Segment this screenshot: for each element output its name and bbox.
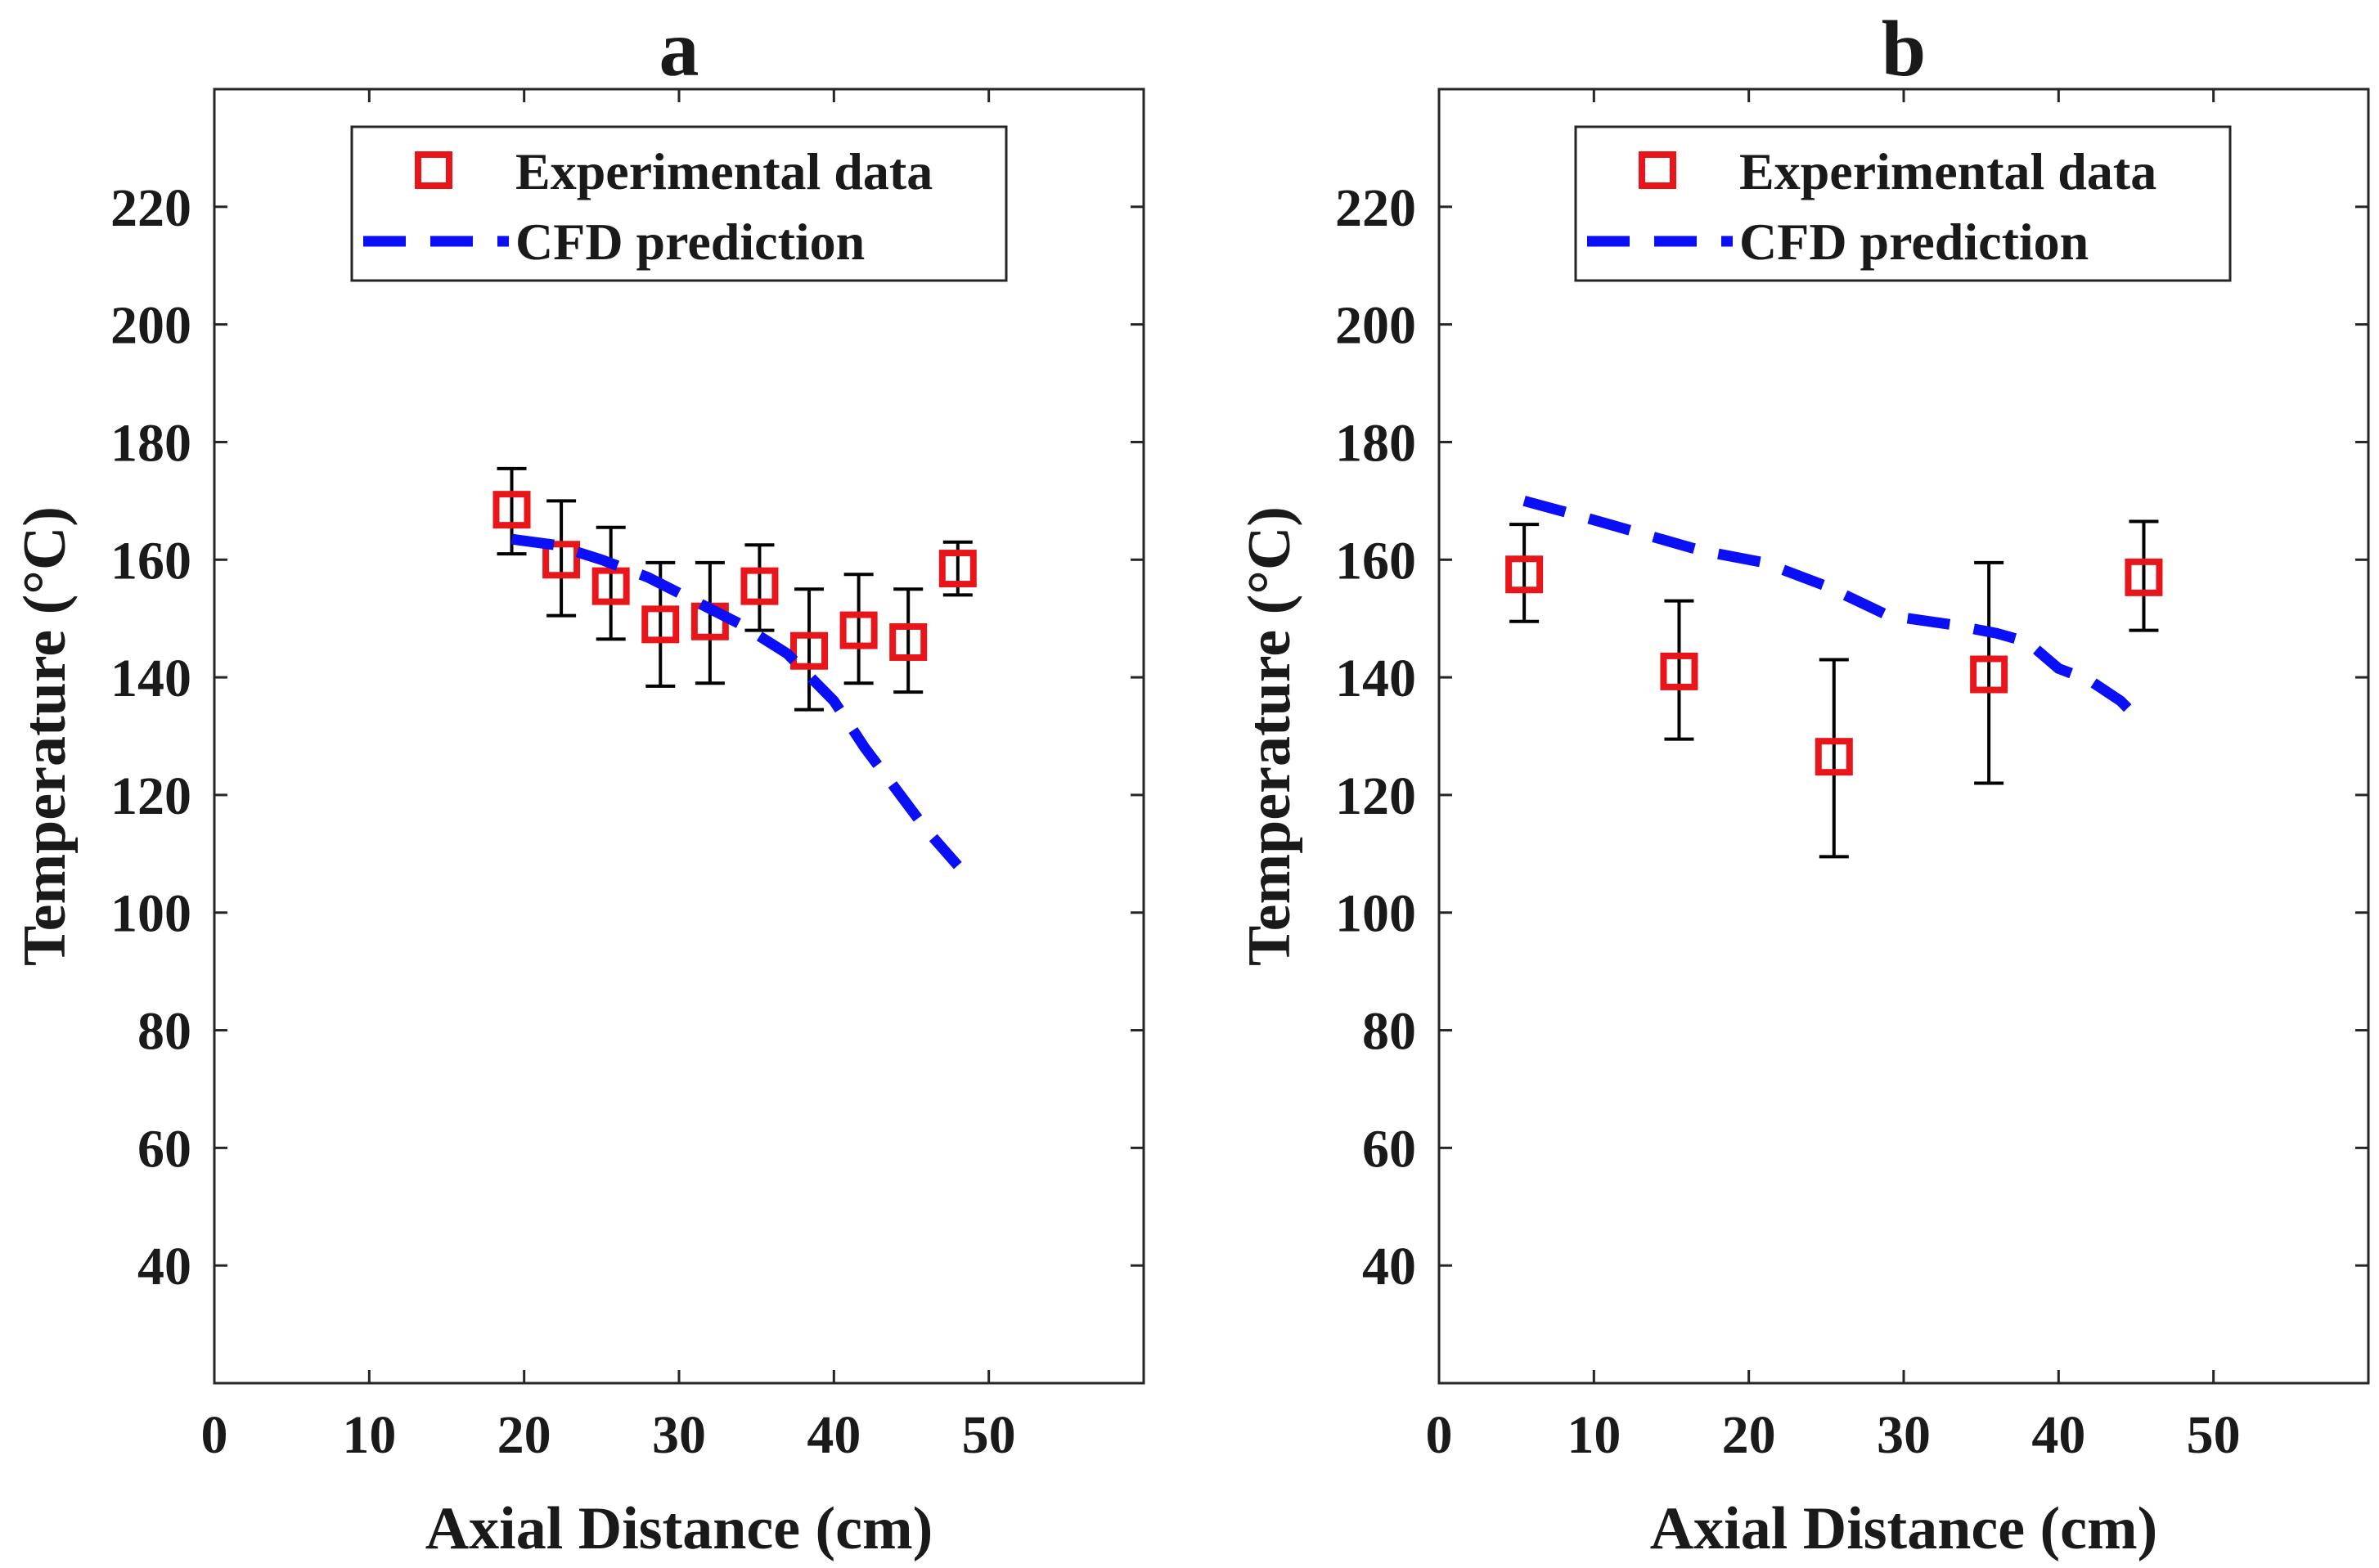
y-tick-label: 40 xyxy=(137,1237,191,1296)
y-tick-label: 120 xyxy=(110,766,191,826)
y-tick-label: 100 xyxy=(1335,884,1416,944)
legend-label-experimental: Experimental data xyxy=(1739,142,2156,200)
error-bar xyxy=(893,587,924,694)
error-bar xyxy=(695,560,725,685)
legend: Experimental data CFD prediction xyxy=(1574,125,2232,282)
y-axis-label: Temperature (°C) xyxy=(1236,506,1303,966)
error-bar xyxy=(843,573,874,685)
error-bar xyxy=(2129,519,2159,632)
experimental-data-point xyxy=(790,631,829,670)
legend-label-cfd: CFD prediction xyxy=(1739,213,2089,271)
panel-title: a xyxy=(659,5,699,93)
y-tick-label: 60 xyxy=(137,1119,191,1179)
legend-label-cfd: CFD prediction xyxy=(515,213,865,271)
experimental-data-point xyxy=(1815,738,1853,776)
experimental-data-point xyxy=(641,605,680,644)
x-tick-label: 10 xyxy=(342,1405,396,1465)
legend-square-marker xyxy=(415,151,452,189)
y-tick-label: 140 xyxy=(110,649,191,708)
y-tick-label: 180 xyxy=(110,413,191,473)
y-tick-label: 220 xyxy=(1335,178,1416,238)
experimental-data-point xyxy=(2125,558,2163,596)
x-axis-label: Axial Distance (cm) xyxy=(425,1495,933,1562)
y-tick-label: 160 xyxy=(1335,531,1416,591)
y-tick-label: 180 xyxy=(1335,413,1416,473)
x-axis-label: Axial Distance (cm) xyxy=(1650,1495,2158,1562)
x-tick-label: 20 xyxy=(1722,1405,1776,1465)
x-tick-label: 40 xyxy=(807,1405,861,1465)
legend-label-experimental: Experimental data xyxy=(515,142,933,200)
experimental-data-point xyxy=(591,567,630,605)
x-tick-label: 40 xyxy=(2031,1405,2085,1465)
cfd-prediction-line xyxy=(510,533,962,869)
experimental-data-point xyxy=(492,491,531,529)
y-tick-label: 80 xyxy=(1362,1002,1416,1062)
error-bar xyxy=(1664,599,1694,741)
legend-square-marker xyxy=(1639,151,1676,189)
x-tick-label: 0 xyxy=(201,1405,228,1465)
y-tick-label: 80 xyxy=(137,1002,191,1062)
experimental-data-point xyxy=(740,567,779,605)
x-tick-label: 20 xyxy=(497,1405,551,1465)
x-tick-label: 30 xyxy=(652,1405,706,1465)
cfd-prediction-line xyxy=(1522,496,2148,729)
error-bar xyxy=(546,499,577,618)
x-tick-label: 50 xyxy=(962,1405,1016,1465)
plot-area-frame xyxy=(1437,88,2370,1385)
y-tick-label: 60 xyxy=(1362,1119,1416,1179)
y-tick-label: 220 xyxy=(110,178,191,238)
experimental-data-point xyxy=(1970,655,2008,694)
legend-frame xyxy=(350,125,1008,282)
experimental-data-point xyxy=(938,550,977,588)
experimental-data-point xyxy=(1660,652,1698,690)
y-tick-label: 140 xyxy=(1335,649,1416,708)
y-tick-label: 200 xyxy=(1335,296,1416,356)
error-bar xyxy=(1819,658,1849,859)
y-tick-label: 100 xyxy=(110,884,191,944)
panel-title: b xyxy=(1882,5,1927,93)
x-tick-label: 10 xyxy=(1567,1405,1621,1465)
plot-area-frame xyxy=(213,88,1145,1385)
x-tick-label: 50 xyxy=(2187,1405,2241,1465)
error-bar xyxy=(1974,560,2004,785)
chart-panel-b: b 0 10 20 30 40 50 40 60 80 100 120 140 160 180 200 220 A… xyxy=(1236,5,2370,1562)
error-bar xyxy=(596,525,626,641)
x-tick-label: 30 xyxy=(1877,1405,1931,1465)
experimental-data-point xyxy=(889,622,928,661)
chart-panel-a: a 0 10 20 30 40 50 40 60 80 100 120 140 160 180 200 220 A… xyxy=(11,5,1145,1562)
y-tick-label: 120 xyxy=(1335,766,1416,826)
y-axis-label: Temperature (°C) xyxy=(11,506,79,966)
error-bar xyxy=(1509,523,1540,623)
y-tick-label: 160 xyxy=(110,531,191,591)
error-bar xyxy=(794,587,825,712)
legend: Experimental data CFD prediction xyxy=(350,125,1008,282)
experimental-data-point xyxy=(1505,555,1544,594)
y-tick-label: 200 xyxy=(110,296,191,356)
error-bar xyxy=(744,543,775,632)
experimental-data-point xyxy=(839,611,878,649)
experimental-data-point xyxy=(542,541,581,579)
legend-frame xyxy=(1574,125,2232,282)
x-tick-label: 0 xyxy=(1426,1405,1453,1465)
y-tick-label: 40 xyxy=(1362,1237,1416,1296)
